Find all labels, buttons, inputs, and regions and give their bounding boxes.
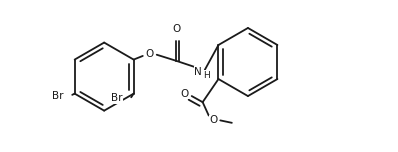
Text: O: O xyxy=(145,48,154,59)
Text: O: O xyxy=(180,89,189,99)
Text: H: H xyxy=(203,71,210,80)
Text: Br: Br xyxy=(52,91,64,101)
Text: Br: Br xyxy=(111,93,123,104)
Text: O: O xyxy=(172,24,180,34)
Text: N: N xyxy=(194,67,202,77)
Text: O: O xyxy=(209,115,218,125)
